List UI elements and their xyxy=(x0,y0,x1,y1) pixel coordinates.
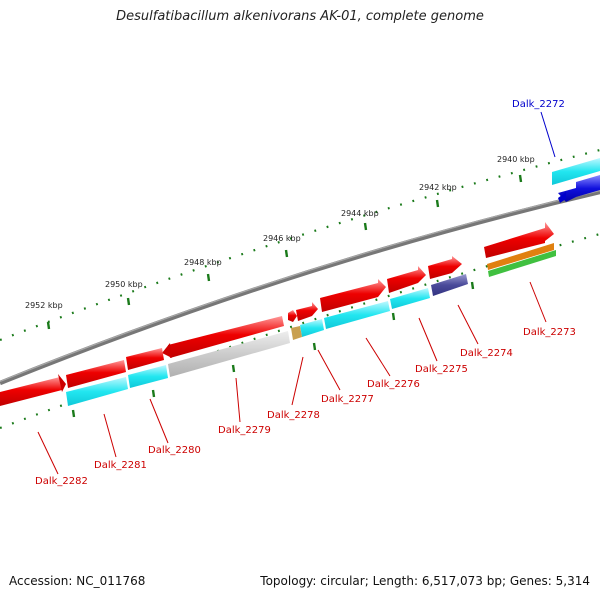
major-tick xyxy=(435,199,440,208)
scale-label: 2944 kbp xyxy=(341,209,379,218)
scale-labels: 2940 kbp 2942 kbp 2944 kbp 2946 kbp 2948… xyxy=(25,155,535,310)
cds-cyan xyxy=(324,301,390,329)
gene-arrow-forward xyxy=(126,348,164,370)
major-ticks xyxy=(46,174,523,418)
gene-arrow-forward xyxy=(428,256,462,279)
gene-label-Dalk_2279[interactable]: Dalk_2279 xyxy=(218,425,271,436)
outer-tick-arc xyxy=(0,148,600,342)
cds-cyan xyxy=(300,319,324,337)
gene-arrow-forward xyxy=(168,316,284,358)
gene-labels: Dalk_2272 Dalk_2273 Dalk_2274 Dalk_2275 … xyxy=(35,99,576,487)
leader-Dalk_2280 xyxy=(149,398,169,444)
gene-arrow-forward xyxy=(320,279,386,312)
leader-Dalk_2273 xyxy=(529,281,547,323)
cds-gray xyxy=(168,331,290,377)
genome-stats-footer: Topology: circular; Length: 6,517,073 bp… xyxy=(260,574,590,588)
cds-navy xyxy=(431,274,468,296)
gene-Dalk_2274[interactable] xyxy=(428,256,468,296)
topology-label: Topology: xyxy=(260,574,317,588)
gene-Dalk_2279[interactable] xyxy=(162,316,290,377)
scale-label: 2952 kbp xyxy=(25,301,63,310)
major-tick xyxy=(206,273,211,282)
gene-Dalk_2273[interactable] xyxy=(484,222,556,277)
leader-Dalk_2276 xyxy=(365,337,391,377)
major-tick xyxy=(151,389,156,398)
gene-label-Dalk_2274[interactable]: Dalk_2274 xyxy=(460,348,513,359)
leader-Dalk_2282 xyxy=(37,431,59,475)
gene-label-Dalk_2280[interactable]: Dalk_2280 xyxy=(148,445,201,456)
cds-orange xyxy=(487,243,554,270)
topology-value: circular; xyxy=(320,574,369,588)
gene-label-Dalk_2272[interactable]: Dalk_2272 xyxy=(512,99,565,110)
major-tick xyxy=(518,174,523,183)
gene-label-Dalk_2275[interactable]: Dalk_2275 xyxy=(415,364,468,375)
gene-arrow-reverse xyxy=(558,175,600,202)
leader-Dalk_2278 xyxy=(291,356,304,406)
gene-arrow-reverse xyxy=(558,192,566,203)
gene-Dalk_2280[interactable] xyxy=(126,348,168,388)
cds-cyan xyxy=(66,377,128,406)
major-tick xyxy=(312,342,317,351)
major-tick xyxy=(71,409,76,418)
cds-cyan xyxy=(128,365,168,388)
gene-arrow-forward xyxy=(387,266,426,293)
leader-Dalk_2279 xyxy=(235,377,241,423)
length-label: Length: xyxy=(372,574,419,588)
length-value: 6,517,073 bp; xyxy=(421,574,507,588)
accession-value: NC_011768 xyxy=(76,574,146,588)
gene-arrow-forward xyxy=(66,360,126,388)
gene-label-Dalk_2276[interactable]: Dalk_2276 xyxy=(367,379,420,390)
gene-label-Dalk_2281[interactable]: Dalk_2281 xyxy=(94,460,147,471)
gene-arrow-forward xyxy=(288,310,297,322)
gene-arrow-head xyxy=(58,374,66,392)
label-leaders xyxy=(37,111,556,475)
gene-arrow-head xyxy=(162,343,172,358)
leader-Dalk_2274 xyxy=(457,304,479,345)
cds-tan xyxy=(291,326,302,340)
gene-Dalk_2281[interactable] xyxy=(66,360,128,406)
scale-label: 2946 kbp xyxy=(263,234,301,243)
major-tick xyxy=(391,312,396,321)
cds-cyan xyxy=(390,288,430,309)
gene-arrow-forward xyxy=(296,302,318,321)
accession-label: Accession: xyxy=(9,574,73,588)
major-tick xyxy=(126,297,131,306)
genome-title: Desulfatibacillum alkenivorans AK-01, co… xyxy=(116,9,484,24)
gene-arrow-forward xyxy=(0,377,62,406)
scale-label: 2942 kbp xyxy=(419,183,457,192)
cds-green xyxy=(488,250,556,277)
gene-label-Dalk_2277[interactable]: Dalk_2277 xyxy=(321,394,374,405)
scale-label: 2948 kbp xyxy=(184,258,222,267)
gene-label-Dalk_2278[interactable]: Dalk_2278 xyxy=(267,410,320,421)
gene-Dalk_2277[interactable] xyxy=(296,302,324,337)
major-tick xyxy=(231,364,236,373)
genome-backbone-highlight xyxy=(0,189,600,383)
gene-Dalk_2275[interactable] xyxy=(387,266,430,309)
accession-footer: Accession: NC_011768 xyxy=(9,574,145,588)
major-tick xyxy=(46,321,51,330)
major-tick xyxy=(284,249,289,258)
leader-Dalk_2281 xyxy=(103,413,117,458)
scale-label: 2940 kbp xyxy=(497,155,535,164)
gene-Dalk_2272[interactable] xyxy=(552,158,600,203)
gene-Dalk_2276[interactable] xyxy=(320,279,390,329)
scale-label: 2950 kbp xyxy=(105,280,143,289)
gene-label-Dalk_2273[interactable]: Dalk_2273 xyxy=(523,327,576,338)
cds-Dalk_2272 xyxy=(552,158,600,185)
gene-label-Dalk_2282[interactable]: Dalk_2282 xyxy=(35,476,88,487)
gene-Dalk_2282[interactable] xyxy=(0,374,66,406)
gene-arrow-forward xyxy=(484,222,554,258)
major-tick xyxy=(363,222,368,231)
leader-Dalk_2272 xyxy=(540,111,556,158)
gene-Dalk_2278[interactable] xyxy=(288,310,302,340)
genes-value: 5,314 xyxy=(555,574,590,588)
genes-label: Genes: xyxy=(509,574,552,588)
major-tick xyxy=(470,281,475,290)
leader-Dalk_2275 xyxy=(418,317,438,362)
genome-backbone xyxy=(0,189,600,386)
leader-Dalk_2277 xyxy=(317,349,341,391)
